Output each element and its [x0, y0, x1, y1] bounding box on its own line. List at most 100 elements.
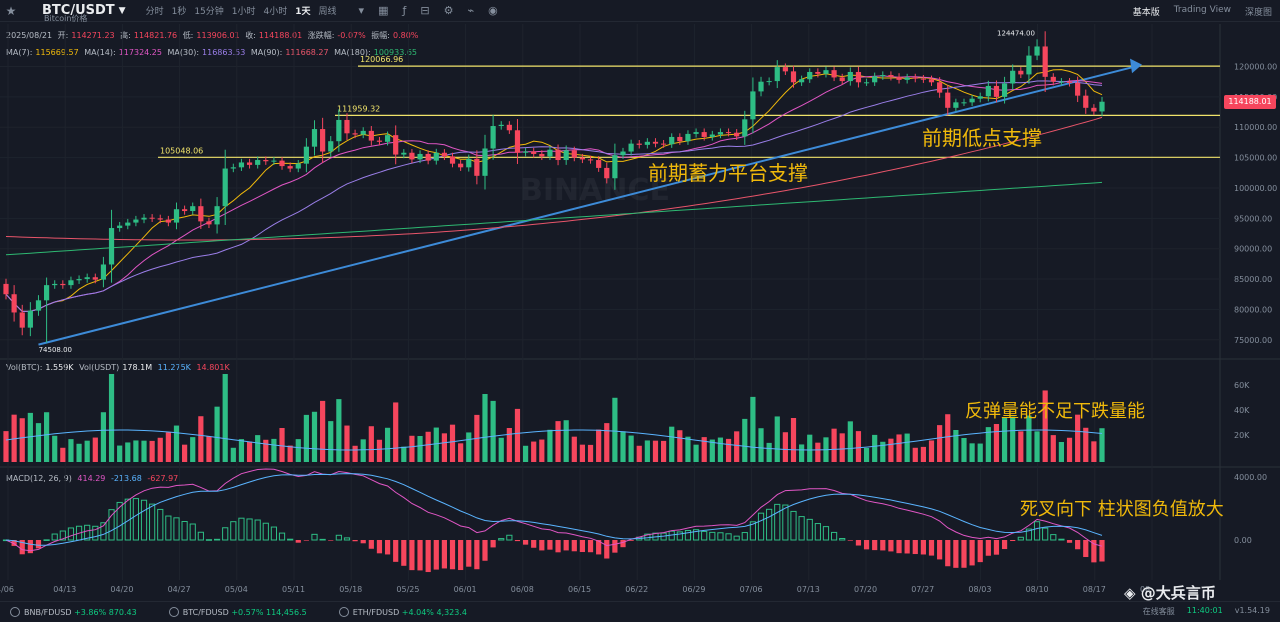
date-label: 08/10 — [1026, 585, 1049, 594]
tab-tradingview[interactable]: Trading View — [1173, 5, 1231, 15]
candle-body — [1001, 83, 1008, 97]
macd-histogram-bar — [717, 532, 724, 541]
candle-body — [417, 153, 423, 160]
candle-body — [165, 219, 171, 223]
caret-icon[interactable]: ▾ — [358, 4, 365, 17]
tab-depth[interactable]: 深度图 — [1244, 8, 1272, 18]
star-icon[interactable]: ★ — [5, 3, 17, 18]
volume-bar — [3, 431, 9, 462]
tf-4[interactable]: 4小时 — [263, 7, 288, 17]
volume-bar — [587, 444, 594, 462]
macd-histogram-bar — [238, 517, 245, 541]
volume-bar — [255, 435, 261, 462]
volume-bar — [685, 436, 691, 462]
candle-body — [376, 140, 383, 142]
volume-bar — [352, 445, 358, 462]
candle-body — [368, 130, 374, 141]
date-label: 4/06 — [0, 585, 14, 594]
price-tick-label: 90000.00 — [1234, 245, 1272, 254]
macd-histogram-bar — [660, 532, 667, 541]
candle-body — [393, 135, 399, 155]
candle-body — [149, 217, 155, 219]
macd-histogram-bar — [579, 540, 586, 553]
volume-bar — [157, 437, 163, 462]
price-tick-label: 85000.00 — [1234, 275, 1272, 284]
ticker-bnb[interactable]: BNB/FDUSD +3.86% 870.43 — [10, 607, 137, 617]
tf-5[interactable]: 1天 — [295, 7, 311, 17]
macd-histogram-bar — [287, 538, 294, 541]
tab-basic[interactable]: 基本版 — [1132, 8, 1160, 18]
layout-icon[interactable]: ⊟ — [420, 4, 430, 17]
ticker-btc[interactable]: BTC/FDUSD +0.57% 114,456.5 — [168, 607, 307, 617]
macd-histogram-bar — [67, 527, 75, 541]
volume-bar — [1075, 414, 1081, 462]
candle-body — [587, 159, 594, 161]
tf-2[interactable]: 15分钟 — [194, 7, 224, 17]
macd-histogram-bar — [262, 522, 269, 541]
chevron-down-icon[interactable]: ▼ — [118, 5, 126, 16]
tf-0[interactable]: 分时 — [145, 7, 164, 17]
macd-histogram-bar — [75, 525, 83, 541]
macd-histogram-bar — [628, 540, 634, 541]
macd-histogram-bar — [514, 540, 521, 542]
tf-3[interactable]: 1小时 — [231, 7, 256, 17]
macd-histogram-bar — [51, 533, 58, 541]
candle-body — [937, 82, 943, 93]
macd-histogram-bar — [100, 522, 107, 541]
candle-body — [1099, 101, 1105, 112]
candle-body — [52, 283, 58, 286]
volume-bar — [92, 437, 98, 462]
volume-bar — [279, 428, 285, 462]
candle-body — [92, 277, 98, 280]
candle-body — [872, 76, 878, 83]
candle-body — [100, 264, 107, 280]
volume-bar — [571, 436, 577, 462]
volume-bar — [961, 438, 967, 462]
tf-1[interactable]: 1秒 — [171, 7, 187, 17]
pair-title[interactable]: BTC/USDT — [42, 2, 115, 18]
volume-bar — [336, 399, 342, 462]
macd-histogram-bar — [571, 540, 577, 552]
volume-bar — [214, 406, 220, 462]
settings-icon[interactable]: ⚙ — [443, 4, 454, 17]
volume-bar — [271, 438, 277, 462]
volume-ma-line — [5, 429, 1103, 451]
volume-bar — [43, 412, 50, 462]
indicator-icon[interactable]: ƒ — [402, 4, 407, 17]
date-label: 07/13 — [797, 585, 820, 594]
macd-histogram-bar — [506, 534, 513, 541]
tf-6[interactable]: 周线 — [318, 7, 337, 17]
candle-body — [855, 71, 862, 83]
online-service[interactable]: 在线客服 — [1142, 607, 1175, 616]
macd-histogram-bar — [466, 540, 472, 567]
volume-bar — [449, 424, 456, 462]
camera-icon[interactable]: ◉ — [488, 4, 498, 17]
volume-bar — [1083, 427, 1089, 462]
volume-bar — [652, 440, 659, 462]
volume-bar — [644, 440, 650, 462]
volume-bar — [847, 421, 853, 462]
macd-histogram-bar — [335, 534, 342, 541]
volume-bar — [928, 440, 935, 462]
macd-histogram-bar — [522, 540, 529, 545]
macd-histogram-bar — [644, 533, 651, 541]
candle-body — [1042, 46, 1048, 77]
macd-histogram-bar — [328, 540, 334, 541]
macd-histogram-bar — [222, 527, 229, 541]
macd-histogram-bar — [140, 499, 148, 541]
candle-body — [271, 160, 277, 162]
volume-bar — [790, 418, 797, 462]
candle-body — [693, 132, 699, 134]
candle-body — [945, 92, 951, 108]
coin-icon — [338, 607, 349, 617]
macd-histogram-bar — [985, 540, 991, 556]
ticker-eth[interactable]: ETH/FDUSD +4.04% 4,323.4 — [338, 607, 467, 617]
macd-histogram-bar — [295, 540, 301, 543]
volume-bar — [458, 443, 464, 462]
candle-type-icon[interactable]: ▦ — [378, 4, 389, 17]
candle-body — [531, 151, 537, 154]
date-label: 05/11 — [282, 585, 305, 594]
draw-icon[interactable]: ⌁ — [467, 4, 475, 17]
volume-bar — [937, 425, 943, 462]
